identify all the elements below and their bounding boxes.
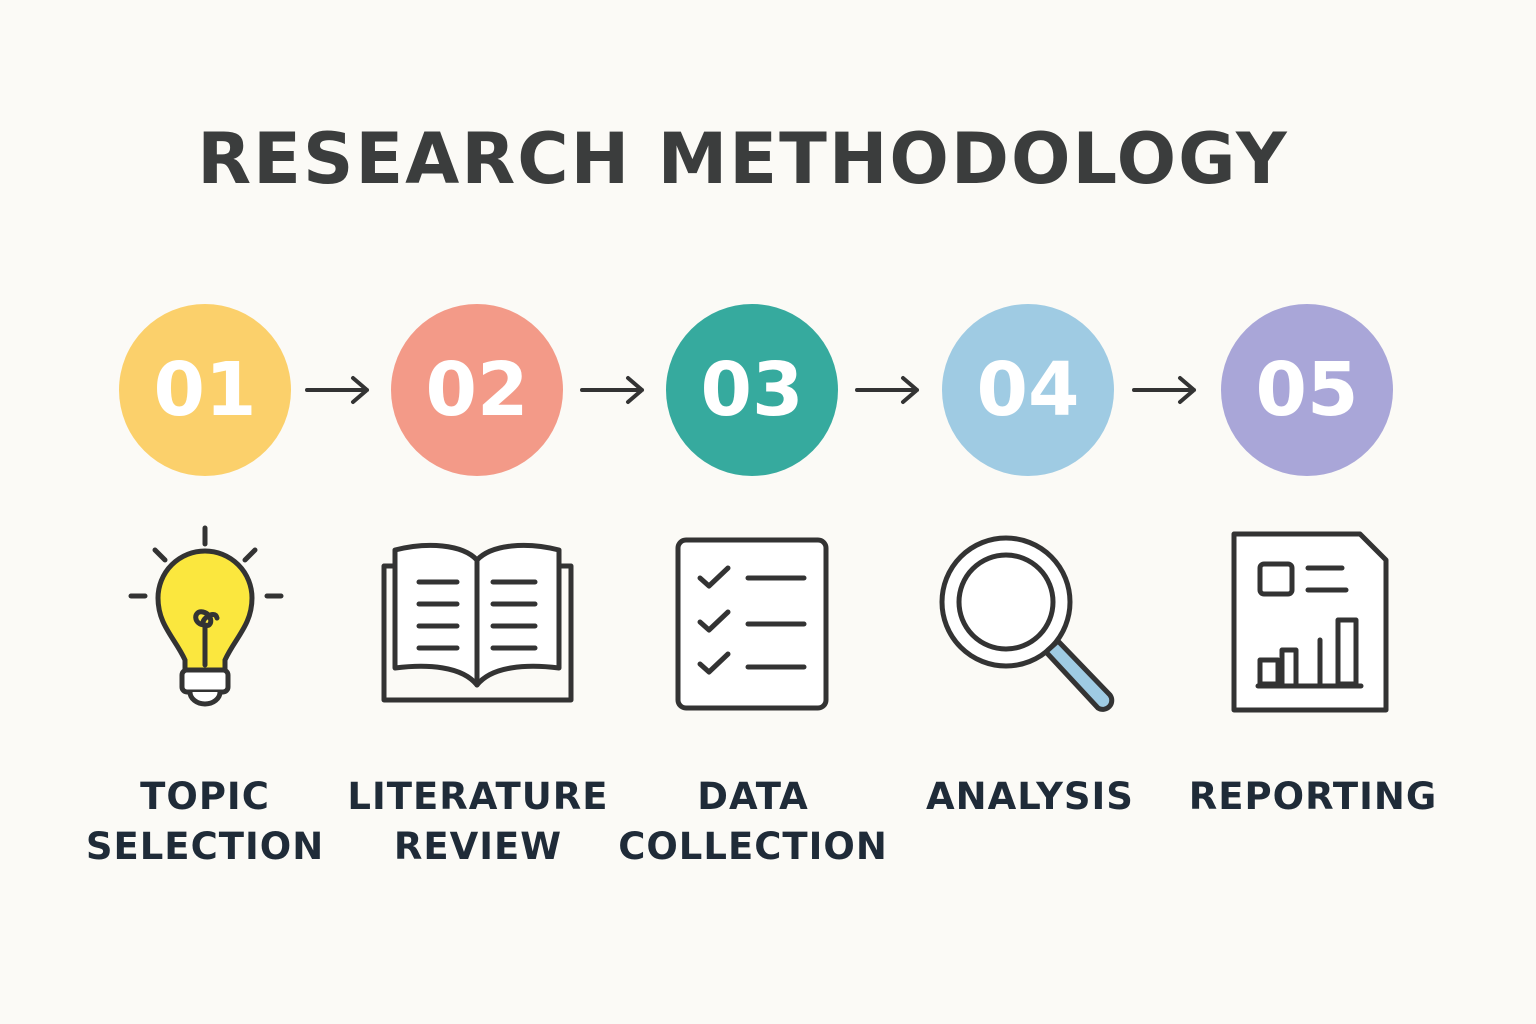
- step-2-label: LITERATURE REVIEW: [328, 772, 628, 872]
- step-1-circle: 01: [119, 304, 291, 476]
- arrow-right-icon: [580, 376, 644, 404]
- open-book-icon: [381, 542, 574, 703]
- step-2-circle: 02: [391, 304, 563, 476]
- lightbulb-icon: [128, 525, 284, 707]
- page-title: RESEARCH METHODOLOGY: [197, 118, 1289, 200]
- arrow-right-icon: [855, 376, 919, 404]
- label-line: LITERATURE: [347, 775, 609, 818]
- label-line: REPORTING: [1188, 775, 1438, 818]
- step-4-label: ANALYSIS: [880, 772, 1180, 822]
- step-3-circle: 03: [666, 304, 838, 476]
- label-line: SELECTION: [85, 825, 325, 868]
- step-3-label: DATA COLLECTION: [603, 772, 903, 872]
- arrow-right-icon: [305, 376, 369, 404]
- label-line: DATA: [697, 775, 809, 818]
- step-5-circle: 05: [1221, 304, 1393, 476]
- magnifying-glass-icon: [939, 535, 1115, 712]
- step-1-label: TOPIC SELECTION: [55, 772, 355, 872]
- label-line: ANALYSIS: [926, 775, 1134, 818]
- step-4-circle: 04: [942, 304, 1114, 476]
- label-line: TOPIC: [140, 775, 270, 818]
- label-line: REVIEW: [393, 825, 563, 868]
- step-5-label: REPORTING: [1163, 772, 1463, 822]
- label-line: COLLECTION: [618, 825, 888, 868]
- checklist-icon: [675, 537, 829, 711]
- report-chart-icon: [1231, 531, 1389, 713]
- arrow-right-icon: [1132, 376, 1196, 404]
